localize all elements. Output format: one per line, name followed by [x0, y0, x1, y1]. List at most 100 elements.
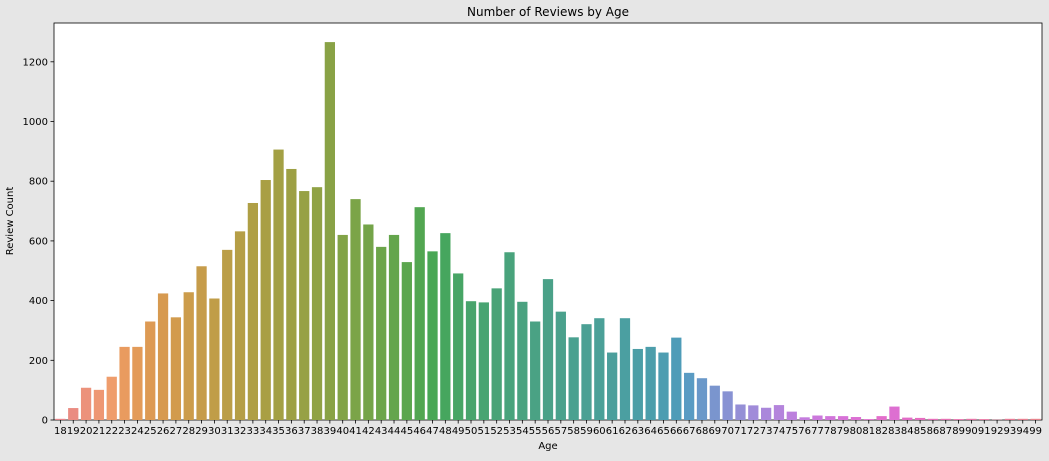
x-tick-label: 61	[606, 426, 619, 437]
bar-33	[248, 203, 258, 420]
bar-80	[851, 417, 861, 420]
x-tick-label: 76	[798, 426, 811, 437]
x-tick-label: 83	[888, 426, 901, 437]
bar-50	[466, 301, 476, 420]
bar-84	[902, 418, 912, 420]
bar-41	[350, 199, 360, 420]
x-tick-label: 64	[644, 426, 657, 437]
x-tick-label: 91	[978, 426, 991, 437]
x-tick-label: 49	[452, 426, 465, 437]
x-tick-label: 37	[298, 426, 311, 437]
x-tick-label: 56	[542, 426, 555, 437]
bar-94	[1018, 419, 1028, 420]
bar-37	[299, 191, 309, 420]
bar-83	[889, 407, 899, 420]
bar-77	[812, 416, 822, 420]
y-tick-label: 1200	[23, 57, 48, 68]
bar-67	[684, 373, 694, 420]
x-tick-label: 67	[683, 426, 696, 437]
x-tick-label: 45	[400, 426, 413, 437]
x-tick-label: 75	[785, 426, 798, 437]
bar-65	[658, 353, 668, 420]
x-tick-label: 72	[747, 426, 760, 437]
bar-55	[530, 322, 540, 421]
bar-35	[273, 150, 283, 420]
bar-60	[594, 318, 604, 420]
x-tick-label: 27	[170, 426, 183, 437]
x-tick-label: 66	[670, 426, 683, 437]
bar-69	[710, 386, 720, 420]
x-tick-label: 50	[465, 426, 478, 437]
bar-34	[261, 180, 271, 420]
x-tick-label: 39	[324, 426, 337, 437]
bar-28	[184, 292, 194, 420]
y-tick-label: 0	[42, 416, 48, 427]
bar-32	[235, 231, 245, 420]
x-tick-label: 24	[131, 426, 144, 437]
bar-75	[787, 412, 797, 420]
bar-58	[569, 337, 579, 420]
y-tick-label: 400	[29, 296, 48, 307]
x-tick-label: 69	[708, 426, 721, 437]
x-tick-label: 48	[439, 426, 452, 437]
x-tick-label: 19	[67, 426, 80, 437]
bar-59	[581, 324, 591, 420]
x-tick-label: 55	[529, 426, 542, 437]
x-tick-label: 59	[580, 426, 593, 437]
x-tick-label: 71	[734, 426, 747, 437]
bar-86	[928, 419, 938, 420]
x-tick-label: 65	[657, 426, 670, 437]
x-tick-label: 90	[965, 426, 978, 437]
x-tick-label: 36	[285, 426, 298, 437]
bar-23	[119, 347, 129, 420]
x-tick-label: 82	[875, 426, 888, 437]
x-tick-label: 28	[182, 426, 195, 437]
x-tick-label: 31	[221, 426, 234, 437]
bar-18	[55, 419, 65, 420]
bar-72	[748, 405, 758, 420]
x-tick-label: 73	[760, 426, 773, 437]
y-tick-label: 600	[29, 236, 48, 247]
x-tick-label: 57	[554, 426, 567, 437]
bar-61	[607, 353, 617, 420]
bar-29	[196, 266, 206, 420]
bar-20	[81, 388, 91, 420]
bar-70	[723, 391, 733, 420]
bar-79	[838, 416, 848, 420]
x-tick-label: 80	[850, 426, 863, 437]
bar-30	[209, 299, 219, 420]
x-tick-label: 94	[1016, 426, 1029, 437]
x-tick-label: 79	[837, 426, 850, 437]
x-tick-label: 78	[824, 426, 837, 437]
x-tick-label: 81	[862, 426, 875, 437]
y-tick-label: 800	[29, 177, 48, 188]
x-tick-label: 92	[991, 426, 1004, 437]
bar-40	[338, 235, 348, 420]
x-tick-label: 22	[105, 426, 118, 437]
bar-19	[68, 408, 78, 420]
bar-66	[671, 338, 681, 420]
bar-53	[504, 252, 514, 420]
x-tick-label: 25	[144, 426, 157, 437]
bar-36	[286, 169, 296, 420]
bar-47	[427, 251, 437, 420]
bar-25	[145, 322, 155, 421]
bar-39	[325, 42, 335, 420]
bar-82	[876, 416, 886, 420]
bar-99	[1030, 419, 1040, 420]
bar-85	[915, 418, 925, 420]
x-tick-label: 23	[118, 426, 131, 437]
bar-44	[389, 235, 399, 420]
bar-31	[222, 250, 232, 420]
x-tick-label: 54	[516, 426, 529, 437]
x-tick-label: 87	[939, 426, 952, 437]
x-tick-label: 53	[503, 426, 516, 437]
x-tick-label: 34	[259, 426, 272, 437]
bar-63	[633, 349, 643, 420]
bar-73	[761, 408, 771, 420]
bar-87	[941, 419, 951, 420]
bar-49	[453, 273, 463, 420]
x-tick-label: 52	[490, 426, 503, 437]
